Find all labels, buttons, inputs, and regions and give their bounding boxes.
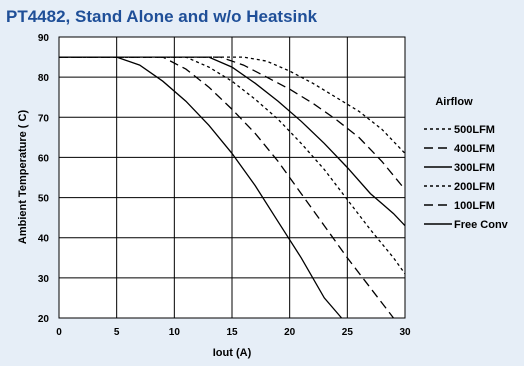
y-tick-label: 30: [38, 274, 50, 285]
legend: 500LFM 400LFM 300LFM 200LFM 100LFM Free Conv: [424, 124, 509, 231]
x-tick-label: 0: [56, 327, 62, 338]
x-tick-label: 5: [114, 327, 120, 338]
series-line-400lfm: [59, 56, 406, 190]
y-tick-label: 40: [38, 234, 50, 245]
x-tick-label: 10: [169, 327, 181, 338]
y-axis-label: Ambient Temperature ( C): [17, 110, 29, 245]
y-tick-label: 50: [38, 194, 50, 205]
y-tick-label: 90: [38, 33, 50, 44]
series-line-500lfm: [59, 56, 406, 154]
legend-label: 100LFM: [454, 200, 495, 212]
legend-label: 300LFM: [454, 162, 495, 174]
x-axis-label: Iout (A): [213, 347, 252, 359]
y-tick-label: 20: [38, 314, 50, 325]
legend-label: Free Conv: [454, 219, 509, 231]
y-tick-label: 80: [38, 73, 50, 84]
plot-frame: [58, 36, 406, 319]
series-line-300lfm: [59, 56, 406, 227]
legend-label: 400LFM: [454, 143, 495, 155]
x-tick-label: 15: [226, 327, 238, 338]
series-layer: [59, 56, 406, 319]
y-tick-label: 60: [38, 153, 50, 164]
y-tick-labels: 20 30 40 50 60 70 80 90: [38, 33, 50, 325]
x-tick-label: 25: [342, 327, 354, 338]
x-tick-labels: 0 5 10 15 20 25 30: [56, 327, 411, 338]
gridlines: [59, 37, 405, 318]
x-tick-label: 20: [284, 327, 296, 338]
y-tick-label: 70: [38, 113, 50, 124]
x-tick-label: 30: [399, 327, 411, 338]
legend-label: 200LFM: [454, 181, 495, 193]
series-line-100lfm: [59, 56, 395, 319]
legend-label: 500LFM: [454, 124, 495, 136]
series-line-free-conv: [59, 56, 343, 319]
legend-title: Airflow: [435, 96, 473, 108]
chart-title: PT4482, Stand Alone and w/o Heatsink: [6, 7, 318, 26]
